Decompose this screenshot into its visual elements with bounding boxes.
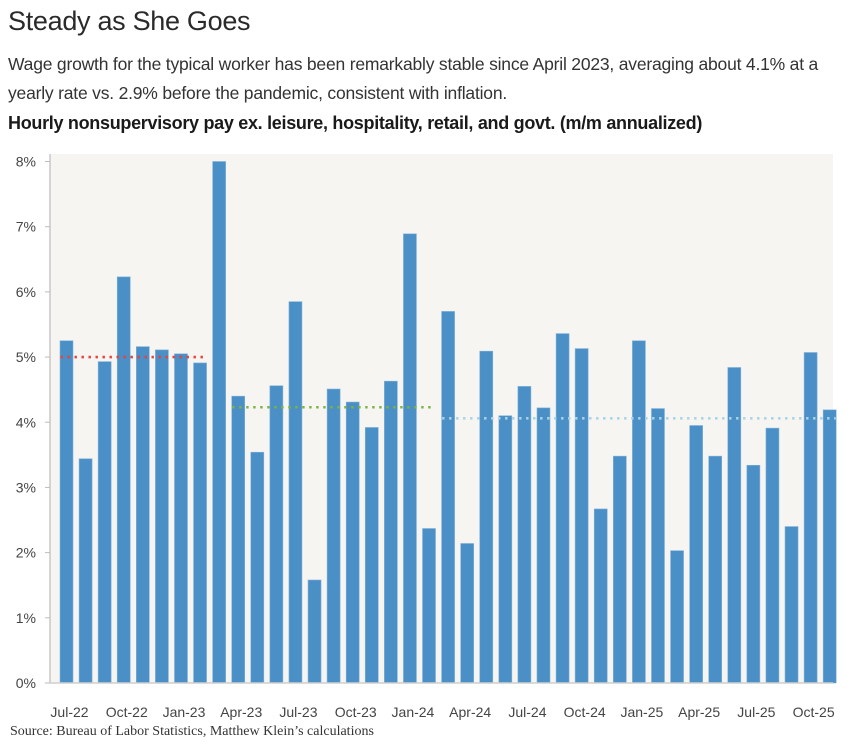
chart-title: Steady as She Goes <box>8 6 251 36</box>
y-tick-label: 3% <box>16 479 36 495</box>
bar-Sep-25 <box>784 526 799 684</box>
x-tick-label: Jan-24 <box>392 704 435 720</box>
x-tick-label: Oct-22 <box>106 704 148 720</box>
bar-Mar-25 <box>670 550 684 684</box>
bar-Apr-24 <box>460 543 474 684</box>
bar-Aug-23 <box>307 579 322 684</box>
x-tick-label: Oct-25 <box>793 704 835 720</box>
bar-Aug-22 <box>78 458 93 684</box>
y-tick-label: 5% <box>16 349 36 365</box>
x-tick-label: Jul-23 <box>279 704 317 720</box>
source-note: Source: Bureau of Labor Statistics, Matt… <box>10 724 374 739</box>
x-tick-labels: Jul-22 Oct-22 Jan-23 Apr-23 Jul-23 Oct-23 Jan-… <box>50 704 834 720</box>
x-tick-label: Apr-23 <box>220 704 262 720</box>
bar-Aug-25 <box>765 427 780 684</box>
bar-Apr-23 <box>231 395 246 684</box>
x-tick-label: Jul-22 <box>50 704 88 720</box>
bar-Feb-25 <box>651 408 665 684</box>
y-tick-label: 7% <box>16 219 36 235</box>
bar-Sep-24 <box>555 333 570 684</box>
bar-Nov-23 <box>364 427 379 684</box>
chart-heading: Hourly nonsupervisory pay ex. leisure, h… <box>8 113 703 133</box>
y-tick-label: 8% <box>16 154 36 170</box>
bar-Dec-23 <box>384 380 398 684</box>
reference-lines-group <box>60 355 836 420</box>
bar-Oct-23 <box>345 401 360 684</box>
bar-Mar-24 <box>441 311 455 684</box>
x-tick-label: Apr-24 <box>449 704 491 720</box>
bar-chart: 0% 1% 2% 3% 4% 5% 6% 7% 8% Jul-22 Oct-22 Jan-23 Apr… <box>16 154 837 720</box>
bar-Sep-23 <box>326 388 341 684</box>
bar-May-23 <box>250 451 265 684</box>
bar-Nov-25 <box>822 409 837 684</box>
bar-Nov-24 <box>593 508 608 684</box>
y-tick-label: 6% <box>16 284 36 300</box>
y-tick-label: 1% <box>16 610 36 626</box>
bar-May-25 <box>708 455 723 684</box>
y-tick-labels: 0% 1% 2% 3% 4% 5% 6% 7% 8% <box>16 154 50 691</box>
bar-Mar-23 <box>212 161 226 684</box>
bar-Jul-22 <box>59 340 74 684</box>
bar-Dec-24 <box>613 455 627 684</box>
y-tick-label: 2% <box>16 545 36 561</box>
x-tick-label: Oct-24 <box>564 704 606 720</box>
bar-Oct-22 <box>116 276 131 684</box>
bar-Sep-22 <box>97 361 112 684</box>
x-tick-label: Jan-23 <box>163 704 206 720</box>
bar-Jul-25 <box>746 464 761 684</box>
y-tick-label: 4% <box>16 414 36 430</box>
bar-Jun-24 <box>498 415 513 684</box>
bar-Jan-23 <box>174 353 188 684</box>
bar-May-24 <box>479 350 494 684</box>
chart-subtitle: Wage growth for the typical worker has b… <box>8 54 819 103</box>
x-tick-label: Apr-25 <box>678 704 720 720</box>
bar-Apr-25 <box>689 425 703 684</box>
bar-Oct-24 <box>574 348 589 684</box>
bar-Jun-23 <box>269 385 284 684</box>
x-tick-label: Oct-23 <box>335 704 377 720</box>
bar-Feb-23 <box>193 362 207 684</box>
bars-group <box>59 161 837 684</box>
x-tick-label: Jan-25 <box>620 704 663 720</box>
x-tick-label: Jul-24 <box>508 704 546 720</box>
bar-Jan-24 <box>403 233 417 684</box>
x-tick-label: Jul-25 <box>737 704 775 720</box>
bar-Jan-25 <box>632 340 646 684</box>
bar-Jul-23 <box>288 301 303 684</box>
bar-Oct-25 <box>803 352 818 684</box>
bar-Aug-24 <box>536 407 551 684</box>
y-tick-label: 0% <box>16 675 36 691</box>
bar-Feb-24 <box>422 528 436 684</box>
bar-Jul-24 <box>517 386 532 684</box>
bar-Jun-25 <box>727 367 742 684</box>
bar-Dec-22 <box>155 349 169 684</box>
bar-Nov-22 <box>136 346 150 684</box>
axes-group <box>49 154 833 684</box>
